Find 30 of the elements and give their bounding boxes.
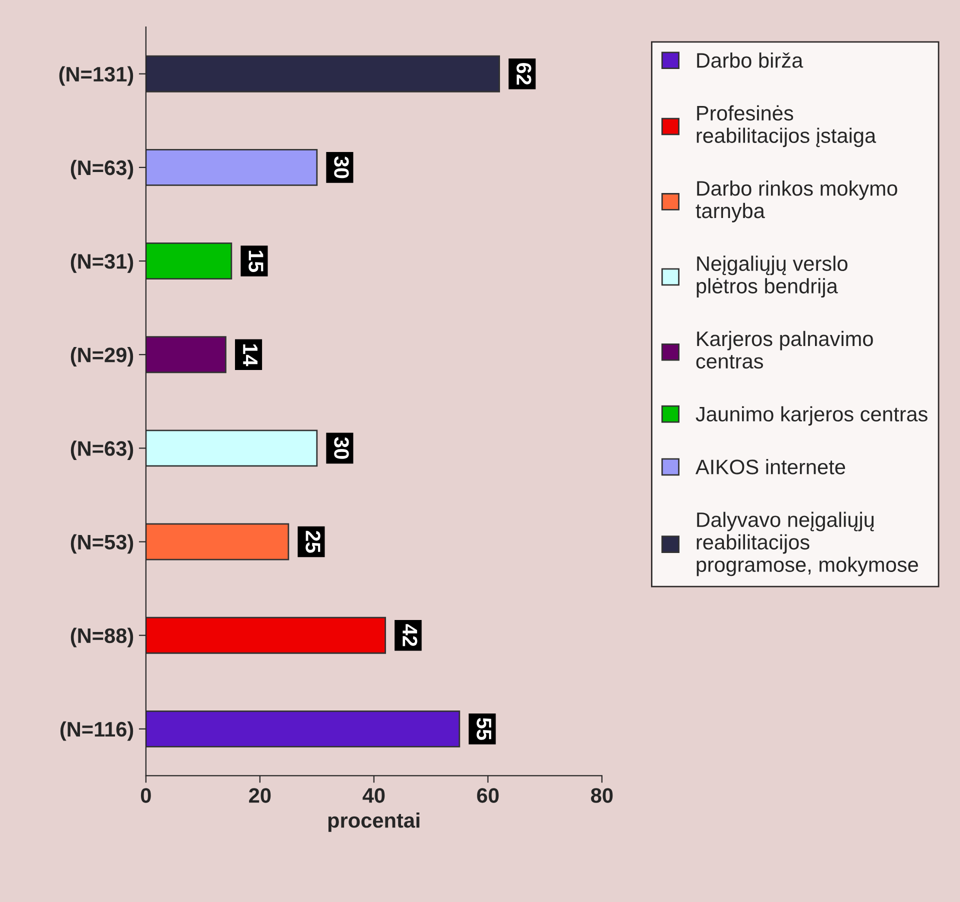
x-tick-label: 40	[362, 788, 385, 803]
legend-label: Profesinės reabilitacijos įstaiga	[696, 105, 876, 148]
x-tick-label: 80	[590, 788, 613, 803]
legend-label: Darbo rinkos mokymo tarnyba	[696, 180, 898, 222]
data-label: 30	[334, 156, 349, 178]
y-tick-label: (N=131)	[59, 66, 134, 86]
legend-label: AIKOS internete	[695, 459, 846, 474]
data-label: 14	[243, 344, 258, 366]
data-label: 42	[402, 624, 418, 646]
legend-label: Karjeros palnavimo centras	[696, 330, 873, 369]
data-label: 15	[248, 250, 264, 272]
x-tick-label: 20	[249, 788, 271, 803]
y-tick-label: (N=29)	[70, 347, 134, 366]
legend-label: Neįgaliųjų verslo plėtros bendrija	[696, 256, 848, 298]
y-tick-label: (N=63)	[70, 160, 134, 180]
legend-label: Darbo birža	[697, 52, 804, 68]
legend-label: Dalyvavo neįgaliųjų reabilitacijos programose, mokymose	[696, 512, 918, 576]
y-tick-label: (N=53)	[70, 534, 134, 554]
y-tick-label: (N=88)	[70, 628, 134, 648]
data-label: 30	[334, 437, 349, 459]
x-tick-label: 60	[477, 788, 499, 803]
data-label: 55	[476, 718, 492, 740]
y-tick-label: (N=116)	[60, 721, 134, 741]
y-tick-label: (N=31)	[70, 253, 134, 273]
x-axis-title: procentai	[328, 812, 420, 832]
legend-label: Jaunimo karjeros centras	[696, 406, 928, 426]
y-tick-label: (N=63)	[70, 440, 134, 460]
data-label: 62	[516, 63, 532, 85]
data-label: 25	[306, 530, 320, 553]
x-tick-label: 0	[140, 788, 151, 803]
